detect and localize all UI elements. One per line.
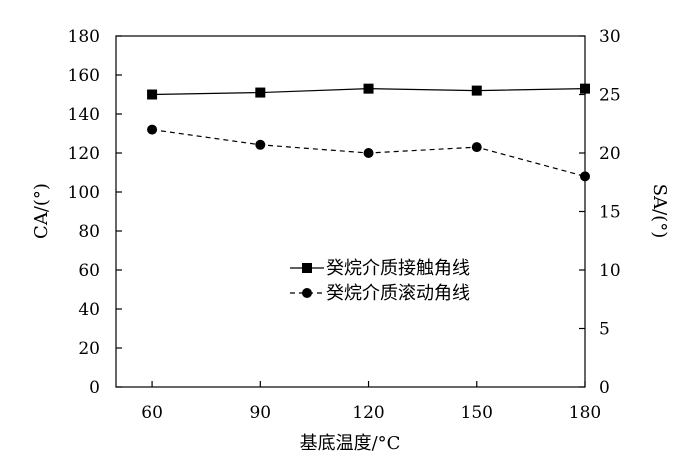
legend: 癸烷介质接触角线 癸烷介质滚动角线: [290, 258, 470, 304]
y-right-tick-label: 15: [599, 203, 621, 223]
y-left-axis-label: CA/(°): [31, 183, 52, 239]
y-right-tick-label: 20: [599, 144, 621, 164]
y-left-tick-label: 160: [68, 66, 100, 86]
y-left-tick-label: 100: [68, 183, 100, 203]
y-left-tick-label: 120: [68, 144, 100, 164]
left-y-axis: 0 20 40 60 80 100 120 140 160 180: [68, 27, 122, 398]
series-1-point-5: [580, 83, 590, 94]
legend-sliding-angle-label: 癸烷介质滚动角线: [326, 283, 470, 304]
y-left-tick-label: 80: [78, 222, 100, 242]
y-left-tick-label: 0: [89, 378, 100, 398]
y-left-tick-label: 60: [78, 261, 100, 281]
plot-frame: [115, 35, 586, 388]
x-tick-label: 90: [249, 403, 271, 423]
x-axis-label: 基底温度/°C: [300, 433, 401, 454]
series-1-point-3: [363, 83, 374, 94]
x-tick-label: 120: [352, 403, 384, 423]
series-2-point-2: [255, 139, 266, 150]
series-1-point-4: [471, 85, 482, 96]
y-right-tick-label: 0: [599, 378, 610, 398]
legend-contact-angle-marker: [302, 263, 312, 273]
series-1-point-2: [255, 87, 266, 98]
series-2-point-5: [580, 171, 590, 182]
series-2-point-4: [471, 142, 482, 153]
y-right-tick-label: 10: [599, 261, 621, 281]
y-left-tick-label: 40: [78, 300, 100, 320]
x-tick-label: 150: [461, 403, 493, 423]
x-axis: 60 90 120 150 180: [141, 381, 601, 423]
y-right-axis-label: SA/(°): [649, 184, 670, 238]
y-left-tick-label: 20: [78, 339, 100, 359]
series-1-point-1: [147, 89, 158, 100]
x-tick-label: 60: [141, 403, 163, 423]
y-right-tick-label: 25: [599, 86, 621, 106]
y-right-tick-label: 5: [599, 320, 610, 340]
right-y-axis: 0 5 10 15 20 25 30: [579, 27, 621, 398]
series-layer: [147, 83, 590, 182]
series-2-point-1: [147, 124, 158, 135]
y-right-tick-label: 30: [599, 27, 621, 47]
legend-contact-angle-label: 癸烷介质接触角线: [326, 258, 470, 279]
series-2-point-3: [363, 148, 374, 158]
y-left-tick-label: 140: [68, 105, 100, 125]
legend-sliding-angle-marker: [302, 288, 312, 298]
y-left-tick-label: 180: [68, 27, 100, 47]
x-tick-label: 180: [569, 403, 601, 423]
